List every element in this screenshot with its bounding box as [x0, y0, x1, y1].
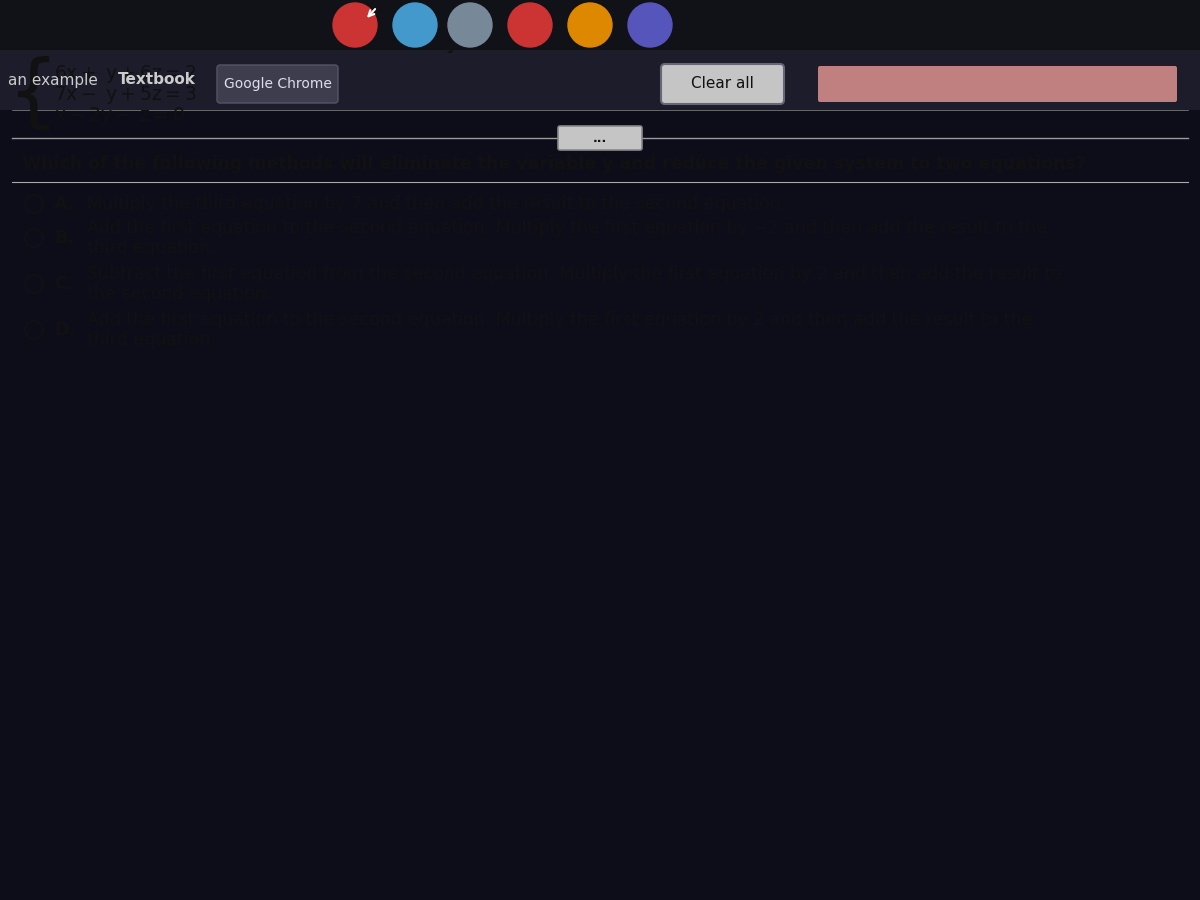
Text: Add the first equation to the second equation. Multiply the first equation by 2 : Add the first equation to the second equ… — [88, 311, 1032, 329]
Text: Part 1 of 2: Part 1 of 2 — [274, 5, 346, 19]
FancyBboxPatch shape — [12, 25, 1188, 110]
Text: B.: B. — [54, 229, 73, 247]
Text: A.: A. — [54, 195, 74, 213]
Text: $\mathregular{6x +\;  y + 6z = 2}$: $\mathregular{6x +\; y + 6z = 2}$ — [54, 63, 196, 85]
Circle shape — [628, 3, 672, 47]
Text: D.: D. — [54, 321, 74, 339]
FancyBboxPatch shape — [0, 0, 1200, 50]
Text: Clear all: Clear all — [691, 76, 754, 92]
Text: C.: C. — [54, 275, 73, 293]
Circle shape — [568, 3, 612, 47]
Text: Google Chrome: Google Chrome — [223, 77, 331, 91]
FancyBboxPatch shape — [558, 126, 642, 150]
Text: third equation.: third equation. — [88, 239, 216, 257]
Circle shape — [334, 3, 377, 47]
Text: $\mathregular{7x -\;  y + 5z = 3}$: $\mathregular{7x -\; y + 5z = 3}$ — [54, 84, 197, 106]
Text: Subtract the first equation from the second equation. Multiply the first equatio: Subtract the first equation from the sec… — [88, 265, 1062, 283]
Text: Save: Save — [1133, 5, 1168, 19]
FancyBboxPatch shape — [818, 66, 1177, 102]
FancyBboxPatch shape — [661, 64, 784, 104]
Text: an example: an example — [8, 73, 98, 87]
Text: Add the first equation to the second equation. Multiply the first equation by −2: Add the first equation to the second equ… — [88, 219, 1046, 237]
Circle shape — [448, 3, 492, 47]
Text: Which of the following methods will eliminate the variable y and reduce the give: Which of the following methods will elim… — [22, 155, 1086, 173]
Text: ...: ... — [593, 131, 607, 145]
Text: $\mathregular{x - 2y -\;  z = 0}$: $\mathregular{x - 2y -\; z = 0}$ — [54, 105, 185, 127]
Text: Textbook: Textbook — [118, 73, 196, 87]
Text: Use the elimination method to solve the system.: Use the elimination method to solve the … — [22, 35, 515, 53]
Circle shape — [508, 3, 552, 47]
Text: Points: 0 of 1: Points: 0 of 1 — [614, 5, 706, 19]
Text: Multiply the third equation by 7 and then add the result to the second equation.: Multiply the third equation by 7 and the… — [88, 195, 786, 213]
Text: third equation.: third equation. — [88, 331, 216, 349]
Circle shape — [394, 3, 437, 47]
Text: {: { — [8, 56, 60, 134]
FancyBboxPatch shape — [217, 65, 338, 103]
Text: the second equation.: the second equation. — [88, 285, 271, 303]
FancyBboxPatch shape — [0, 50, 1200, 110]
